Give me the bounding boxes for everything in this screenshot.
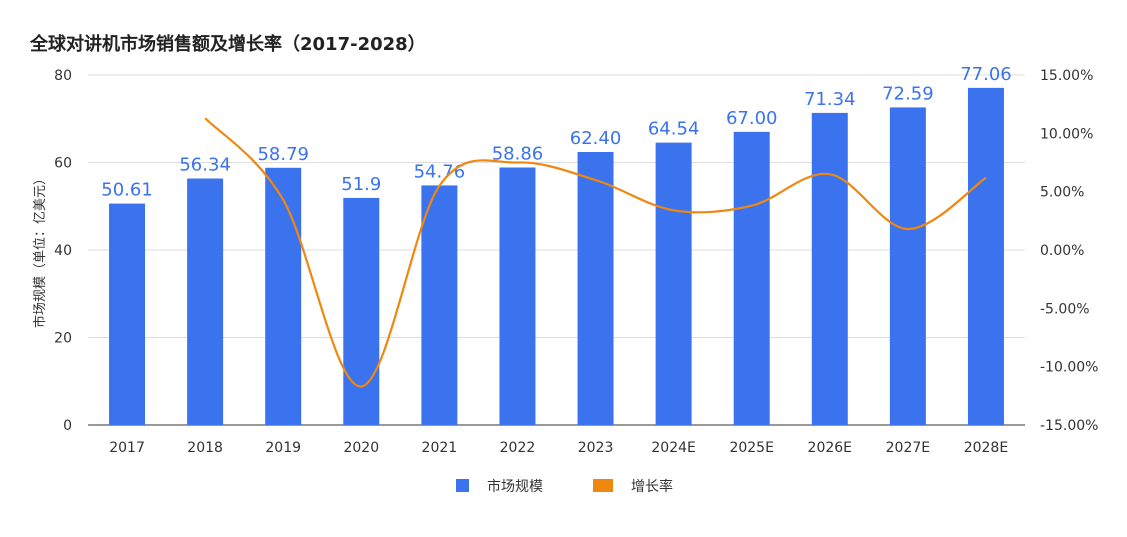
left-tick-label: 20: [54, 331, 72, 347]
growth-rate-line: [204, 117, 987, 388]
right-tick-label: -5.00%: [1040, 301, 1090, 317]
bar: [265, 167, 302, 425]
right-tick-label: -15.00%: [1040, 418, 1098, 434]
x-tick-label: 2017: [109, 440, 145, 456]
legend-label-line: 增长率: [631, 478, 673, 495]
y-axis-label: 市场规模（单位：亿美元）: [32, 172, 48, 328]
bar-value-label: 56.34: [179, 155, 231, 176]
right-tick-label: 10.00%: [1040, 126, 1093, 142]
bar: [655, 142, 692, 425]
bar: [811, 112, 848, 425]
bar: [577, 152, 614, 425]
bar: [499, 167, 536, 426]
x-tick-label: 2024E: [651, 440, 695, 456]
bar: [967, 87, 1004, 426]
bar-value-label: 72.59: [882, 83, 934, 104]
right-tick-label: 15.00%: [1040, 68, 1093, 84]
bar-value-label: 71.34: [804, 89, 856, 110]
x-tick-label: 2028E: [964, 440, 1008, 456]
x-tick-label: 2023: [578, 440, 614, 456]
bar-value-label: 50.61: [101, 180, 153, 201]
bar: [343, 197, 380, 425]
bar-value-label: 64.54: [648, 119, 700, 140]
bar-value-label: 62.40: [570, 128, 622, 149]
legend-swatch-line: [593, 479, 613, 492]
bar: [889, 107, 926, 425]
x-tick-label: 2022: [500, 440, 536, 456]
bar: [109, 203, 146, 425]
x-tick-label: 2026E: [808, 440, 852, 456]
x-tick-label: 2018: [187, 440, 223, 456]
chart-title: 全球对讲机市场销售额及增长率（2017-2028）: [30, 34, 426, 55]
right-tick-label: 5.00%: [1040, 185, 1084, 201]
x-tick-label: 2019: [265, 440, 301, 456]
bar: [187, 178, 224, 425]
bar-value-label: 58.86: [492, 143, 544, 164]
right-tick-label: 0.00%: [1040, 243, 1084, 259]
legend-label-bar: 市场规模: [487, 478, 543, 495]
bar-value-label: 51.9: [341, 174, 381, 195]
bar-value-label: 58.79: [257, 144, 309, 165]
bar-value-label: 54.76: [414, 161, 466, 182]
x-tick-label: 2025E: [729, 440, 773, 456]
legend-swatch-bar: [456, 479, 469, 492]
bar: [421, 185, 458, 425]
bar-value-label: 77.06: [960, 64, 1012, 85]
x-tick-label: 2020: [343, 440, 379, 456]
left-tick-label: 40: [54, 243, 72, 259]
bar-value-label: 67.00: [726, 108, 778, 129]
left-tick-label: 0: [63, 418, 72, 434]
left-tick-label: 60: [54, 156, 72, 172]
x-tick-label: 2021: [422, 440, 458, 456]
right-tick-label: -10.00%: [1040, 360, 1098, 376]
bar: [733, 131, 770, 425]
x-tick-label: 2027E: [886, 440, 930, 456]
left-tick-label: 80: [54, 68, 72, 84]
